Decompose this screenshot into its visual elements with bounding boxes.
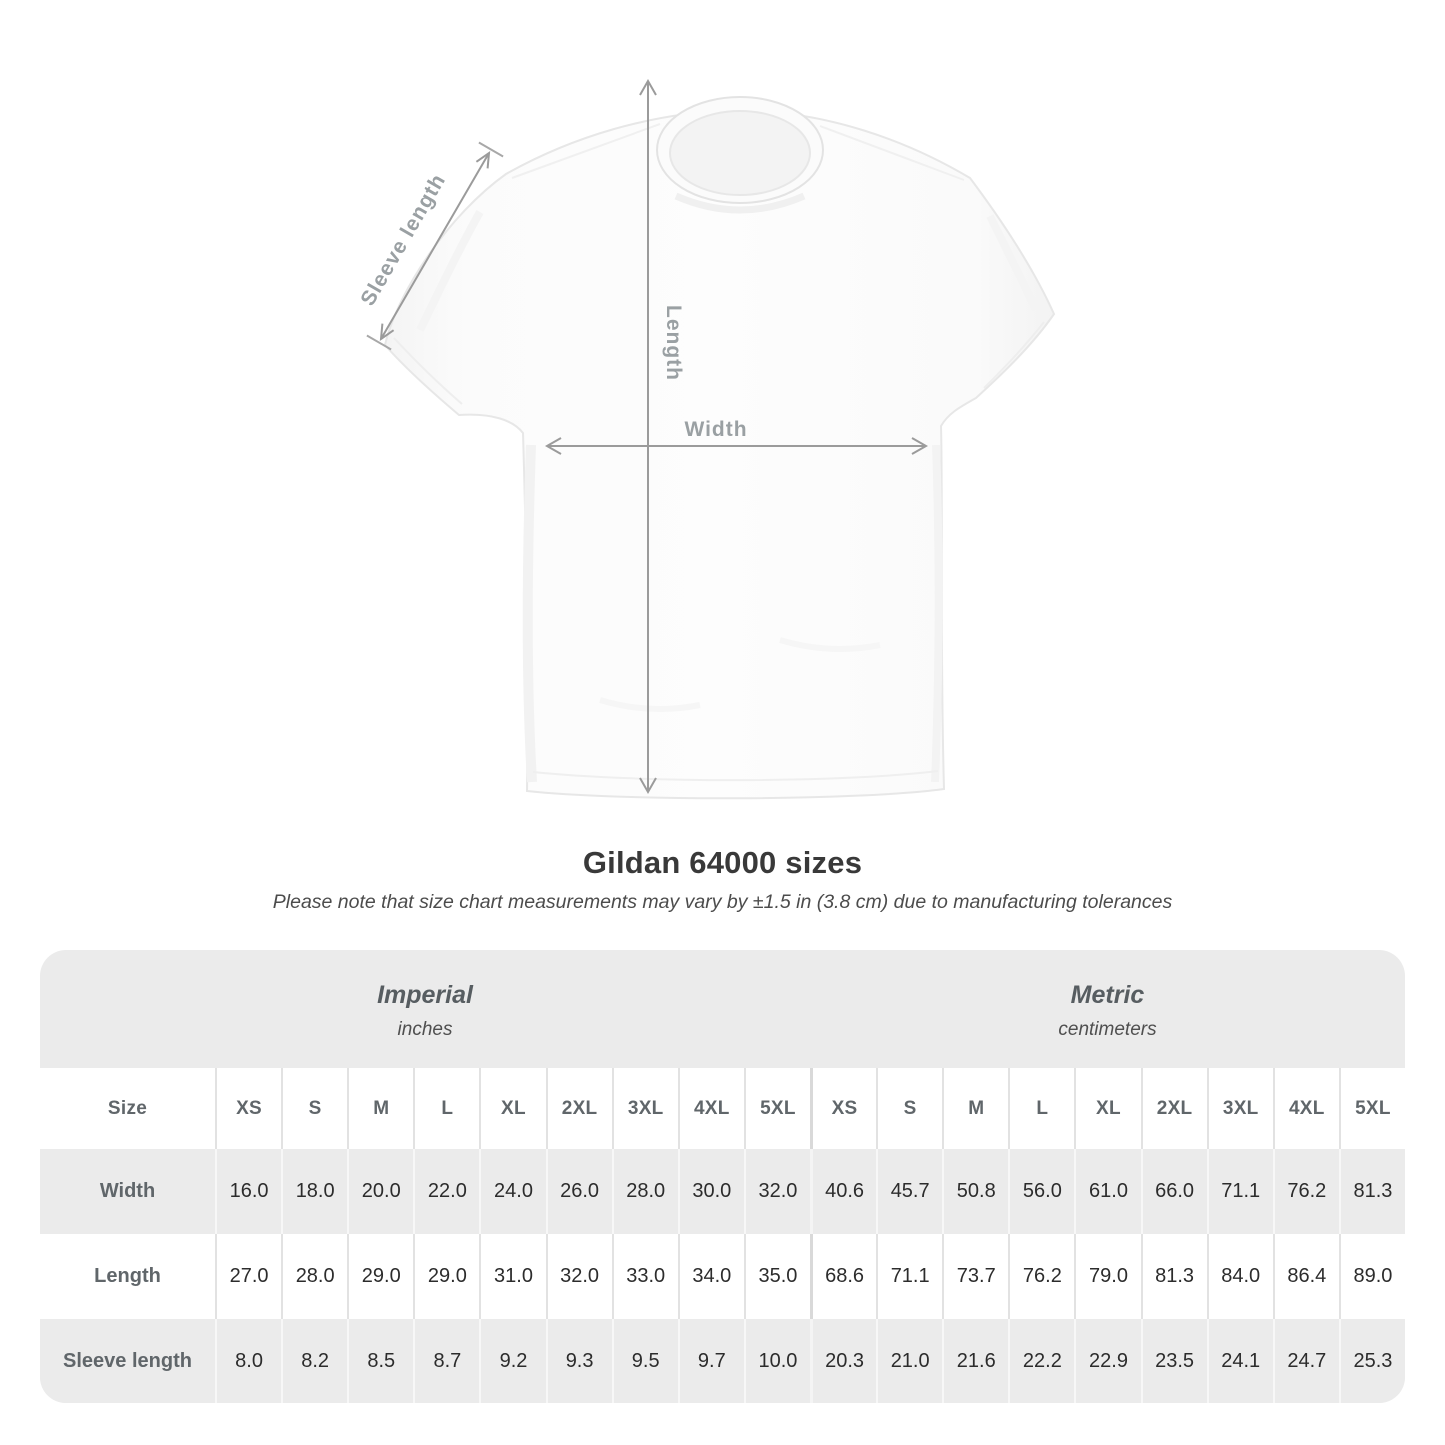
table-cell: 66.0 [1140,1149,1207,1234]
table-cell: 20.3 [810,1319,877,1403]
size-header-metric-2xl: 2XL [1140,1068,1207,1149]
table-cell: 22.9 [1074,1319,1141,1403]
size-header-metric-5xl: 5XL [1338,1068,1405,1149]
table-cell: 8.7 [413,1319,480,1403]
imperial-unit: inches [397,1019,453,1040]
table-cell: 89.0 [1338,1234,1405,1319]
length-label: Length [662,305,685,381]
table-cell: 22.0 [413,1149,480,1234]
size-header-metric-m: M [942,1068,1009,1149]
metric-unit: centimeters [1058,1019,1157,1040]
table-cell: 61.0 [1074,1149,1141,1234]
size-header-imperial-5xl: 5XL [743,1068,810,1149]
table-cell: 73.7 [942,1234,1009,1319]
size-header-imperial-s: S [281,1068,348,1149]
table-cell: 81.3 [1338,1149,1405,1234]
table-cell: 76.2 [1008,1234,1075,1319]
row-label: Width [40,1149,215,1234]
imperial-group-header: Imperial inches [40,950,810,1068]
size-header-metric-4xl: 4XL [1272,1068,1339,1149]
table-cell: 45.7 [876,1149,943,1234]
table-cell: 56.0 [1008,1149,1075,1234]
size-header-imperial-2xl: 2XL [545,1068,612,1149]
size-header-imperial-xs: XS [215,1068,282,1149]
metric-title: Metric [1070,981,1145,1009]
table-cell: 29.0 [413,1234,480,1319]
size-header-imperial-xl: XL [479,1068,546,1149]
tshirt-illustration: Sleeve length Length Width [356,78,1056,800]
table-cell: 23.5 [1140,1319,1207,1403]
table-cell: 21.0 [876,1319,943,1403]
table-cell: 35.0 [743,1234,810,1319]
length-arrow [639,78,657,795]
table-cell: 8.5 [347,1319,414,1403]
table-cell: 24.1 [1206,1319,1273,1403]
table-cell: 50.8 [942,1149,1009,1234]
size-header-metric-xs: XS [810,1068,877,1149]
size-column-header: Size [40,1068,215,1149]
table-cell: 68.6 [810,1234,877,1319]
table-cell: 71.1 [876,1234,943,1319]
table-cell: 32.0 [545,1234,612,1319]
measurement-arrows [366,78,929,795]
table-cell: 24.7 [1272,1319,1339,1403]
table-cell: 9.5 [611,1319,678,1403]
table-cell: 20.0 [347,1149,414,1234]
table-cell: 21.6 [942,1319,1009,1403]
table-cell: 40.6 [810,1149,877,1234]
imperial-title: Imperial [377,981,473,1009]
table-cell: 10.0 [743,1319,810,1403]
size-header-imperial-l: L [413,1068,480,1149]
table-cell: 30.0 [677,1149,744,1234]
row-label: Length [40,1234,215,1319]
table-cell: 18.0 [281,1149,348,1234]
size-header-imperial-m: M [347,1068,414,1149]
table-cell: 9.2 [479,1319,546,1403]
size-header-metric-xl: XL [1074,1068,1141,1149]
width-label: Width [684,418,747,441]
table-cell: 8.2 [281,1319,348,1403]
table-cell: 28.0 [611,1149,678,1234]
table-cell: 9.7 [677,1319,744,1403]
table-cell: 29.0 [347,1234,414,1319]
table-cell: 71.1 [1206,1149,1273,1234]
sleeve-length-arrow [366,141,504,351]
tshirt-shape [383,96,1056,800]
table-cell: 16.0 [215,1149,282,1234]
size-header-imperial-4xl: 4XL [677,1068,744,1149]
table-cell: 33.0 [611,1234,678,1319]
table-cell: 8.0 [215,1319,282,1403]
table-cell: 32.0 [743,1149,810,1234]
tshirt-measurement-diagram: Sleeve length Length Width [356,78,1056,800]
table-cell: 27.0 [215,1234,282,1319]
table-cell: 9.3 [545,1319,612,1403]
collar [656,96,824,214]
row-label: Sleeve length [40,1319,215,1403]
page-title: Gildan 64000 sizes [582,845,863,880]
table-cell: 84.0 [1206,1234,1273,1319]
metric-group-header: Metric centimeters [810,950,1405,1068]
size-header-metric-3xl: 3XL [1206,1068,1273,1149]
table-cell: 76.2 [1272,1149,1339,1234]
table-cell: 79.0 [1074,1234,1141,1319]
size-header-metric-s: S [876,1068,943,1149]
page-subtitle: Please note that size chart measurements… [272,891,1173,913]
table-cell: 26.0 [545,1149,612,1234]
table-cell: 34.0 [677,1234,744,1319]
table-cell: 86.4 [1272,1234,1339,1319]
table-cell: 28.0 [281,1234,348,1319]
table-cell: 81.3 [1140,1234,1207,1319]
size-chart-table: Imperial inches Metric centimeters Size X… [40,950,1405,1403]
table-cell: 25.3 [1338,1319,1405,1403]
size-header-metric-l: L [1008,1068,1075,1149]
table-cell: 22.2 [1008,1319,1075,1403]
table-cell: 31.0 [479,1234,546,1319]
table-cell: 24.0 [479,1149,546,1234]
size-header-imperial-3xl: 3XL [611,1068,678,1149]
width-arrow [544,437,929,455]
